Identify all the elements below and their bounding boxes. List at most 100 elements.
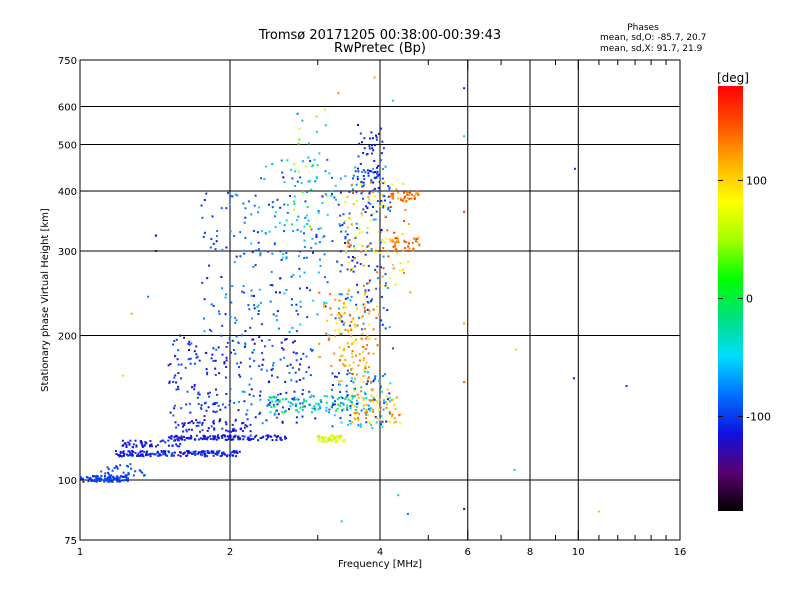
data-point bbox=[372, 380, 375, 383]
data-point bbox=[199, 437, 202, 440]
data-point bbox=[341, 397, 344, 400]
data-point bbox=[212, 410, 215, 413]
data-point bbox=[177, 385, 180, 388]
data-point bbox=[271, 374, 273, 377]
data-point bbox=[235, 319, 238, 322]
data-point bbox=[271, 367, 274, 370]
data-point bbox=[574, 167, 576, 170]
data-point bbox=[338, 293, 341, 296]
data-point bbox=[235, 449, 238, 452]
x-tick-label: 4 bbox=[377, 547, 383, 558]
data-point bbox=[224, 313, 227, 316]
data-point bbox=[625, 385, 628, 387]
data-point bbox=[368, 409, 371, 412]
data-point bbox=[200, 451, 203, 454]
data-point bbox=[354, 418, 357, 420]
data-point bbox=[285, 391, 288, 394]
data-point bbox=[273, 242, 276, 245]
data-point bbox=[237, 438, 240, 441]
data-point bbox=[122, 471, 125, 474]
data-point bbox=[268, 403, 271, 406]
data-point bbox=[394, 283, 397, 286]
data-point bbox=[283, 224, 286, 227]
data-point bbox=[306, 206, 309, 208]
data-point bbox=[355, 222, 358, 225]
data-point bbox=[167, 436, 170, 439]
data-point bbox=[189, 357, 192, 360]
data-point bbox=[403, 240, 406, 243]
data-point bbox=[366, 169, 369, 172]
data-point bbox=[283, 292, 286, 295]
data-point bbox=[339, 270, 342, 273]
data-point bbox=[325, 401, 328, 404]
data-point bbox=[331, 434, 334, 437]
data-point bbox=[377, 277, 379, 280]
data-point bbox=[177, 439, 179, 442]
data-point bbox=[347, 423, 350, 426]
data-point bbox=[349, 299, 352, 302]
data-point bbox=[367, 404, 370, 407]
data-point bbox=[408, 223, 410, 225]
data-point bbox=[396, 249, 398, 252]
data-point bbox=[371, 144, 374, 147]
data-point bbox=[362, 404, 365, 407]
data-point bbox=[302, 389, 305, 391]
data-point bbox=[331, 402, 334, 404]
data-point bbox=[392, 264, 395, 266]
data-point bbox=[353, 389, 356, 392]
data-point bbox=[330, 395, 333, 398]
data-point bbox=[328, 408, 331, 411]
data-point bbox=[242, 249, 245, 252]
data-point bbox=[367, 323, 370, 326]
data-point bbox=[272, 403, 275, 406]
data-point bbox=[381, 390, 384, 393]
data-point bbox=[206, 277, 209, 280]
data-point bbox=[283, 230, 286, 233]
data-point bbox=[388, 400, 391, 403]
data-point bbox=[265, 232, 268, 235]
data-point bbox=[111, 476, 114, 479]
data-point bbox=[105, 479, 108, 482]
data-point bbox=[367, 408, 370, 411]
data-point bbox=[248, 308, 251, 311]
data-point bbox=[304, 165, 307, 168]
data-point bbox=[111, 480, 114, 483]
data-point bbox=[392, 240, 395, 243]
data-point bbox=[134, 439, 137, 442]
data-point bbox=[164, 452, 167, 455]
data-point bbox=[266, 436, 269, 439]
data-point bbox=[300, 182, 303, 184]
data-point bbox=[374, 338, 377, 341]
data-point bbox=[323, 276, 326, 279]
data-point bbox=[335, 409, 337, 412]
data-point bbox=[372, 167, 375, 170]
data-point bbox=[365, 383, 368, 385]
data-point bbox=[325, 332, 328, 335]
data-point bbox=[366, 411, 369, 414]
data-point bbox=[139, 455, 142, 457]
data-point bbox=[375, 136, 378, 139]
data-point bbox=[339, 177, 342, 180]
data-point bbox=[176, 438, 179, 441]
data-point bbox=[151, 445, 153, 448]
data-point bbox=[350, 396, 353, 399]
data-point bbox=[359, 162, 362, 165]
data-point bbox=[117, 478, 120, 481]
data-point bbox=[159, 440, 162, 443]
data-point bbox=[360, 181, 363, 183]
data-point bbox=[372, 328, 375, 331]
data-point bbox=[227, 191, 229, 194]
data-point bbox=[168, 380, 171, 383]
data-point bbox=[344, 306, 347, 309]
data-point bbox=[356, 393, 359, 396]
data-point bbox=[273, 434, 276, 437]
data-point bbox=[303, 246, 306, 248]
data-point bbox=[312, 395, 315, 398]
data-point bbox=[288, 331, 291, 333]
data-point bbox=[374, 144, 377, 147]
data-point bbox=[182, 452, 185, 455]
data-point bbox=[388, 392, 391, 395]
data-point bbox=[323, 440, 326, 443]
data-point bbox=[206, 429, 209, 432]
